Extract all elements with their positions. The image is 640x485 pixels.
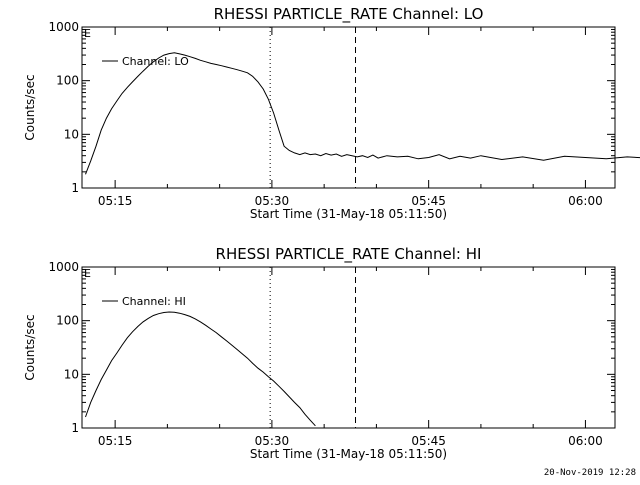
x-tick-label: 05:45	[411, 194, 446, 208]
x-tick-label: 05:15	[98, 194, 133, 208]
y-tick-label: 1000	[48, 20, 79, 34]
y-axis-label: Counts/sec	[23, 74, 37, 140]
x-tick-label: 06:00	[568, 434, 603, 448]
x-axis-label: Start Time (31-May-18 05:11:50)	[250, 447, 447, 461]
y-tick-label: 1	[71, 181, 79, 195]
x-tick-label: 05:30	[255, 194, 290, 208]
legend-label: Channel: HI	[122, 295, 186, 308]
y-tick-label: 100	[56, 314, 79, 328]
chart-title: RHESSI PARTICLE_RATE Channel: HI	[216, 245, 482, 264]
y-tick-label: 100	[56, 74, 79, 88]
x-tick-label: 05:30	[255, 434, 290, 448]
y-axis-label: Counts/sec	[23, 314, 37, 380]
footer-timestamp: 20-Nov-2019 12:28	[544, 468, 636, 478]
x-axis-label: Start Time (31-May-18 05:11:50)	[250, 207, 447, 221]
y-tick-label: 1	[71, 421, 79, 435]
y-tick-label: 10	[64, 127, 79, 141]
legend-label: Channel: LO	[122, 55, 189, 68]
x-tick-label: 05:15	[98, 434, 133, 448]
corner-glyph-left: E	[84, 267, 91, 280]
y-tick-label: 10	[64, 367, 79, 381]
x-tick-label: 05:45	[411, 434, 446, 448]
corner-glyph-left: E	[84, 27, 91, 40]
y-tick-label: 1000	[48, 260, 79, 274]
chart-title: RHESSI PARTICLE_RATE Channel: LO	[214, 5, 484, 24]
x-tick-label: 06:00	[568, 194, 603, 208]
